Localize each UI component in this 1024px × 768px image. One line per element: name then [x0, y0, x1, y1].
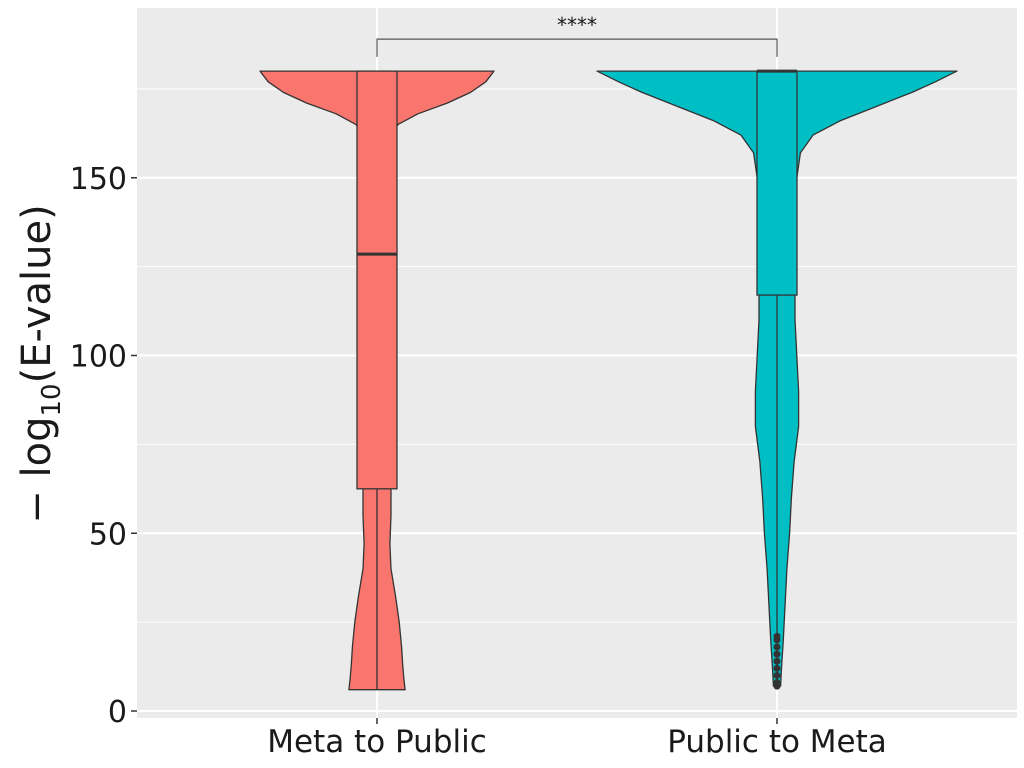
boxplots [356, 69, 798, 690]
outlier-point [773, 657, 781, 665]
y-tick-label: 0 [108, 695, 127, 730]
outlier-point [773, 679, 781, 687]
significance-annotation: **** [376, 13, 778, 57]
axes: 0 50 100 150 Meta to Public Public to Meta [70, 162, 887, 760]
y-axis-label-prefix: − log [14, 416, 60, 523]
outlier-point [773, 664, 781, 672]
outlier-point [773, 671, 781, 679]
box-2 [756, 70, 798, 296]
outlier-point [773, 650, 781, 658]
y-axis-label-body: (E-value) [14, 204, 60, 383]
y-tick-label: 150 [70, 162, 127, 197]
significance-bracket [376, 38, 778, 57]
outlier-point [773, 632, 781, 640]
panel-background [137, 8, 1017, 718]
y-tick-label: 100 [70, 340, 127, 375]
y-tick-label: 50 [89, 517, 127, 552]
y-axis-label-subscript: 10 [37, 383, 67, 416]
y-axis-label: − log10(E-value) [14, 204, 67, 523]
x-tick-label: Public to Meta [667, 724, 887, 760]
significance-label: **** [557, 13, 597, 37]
x-tick-label: Meta to Public [267, 724, 487, 760]
box-1 [356, 70, 398, 490]
outlier-point [773, 643, 781, 651]
